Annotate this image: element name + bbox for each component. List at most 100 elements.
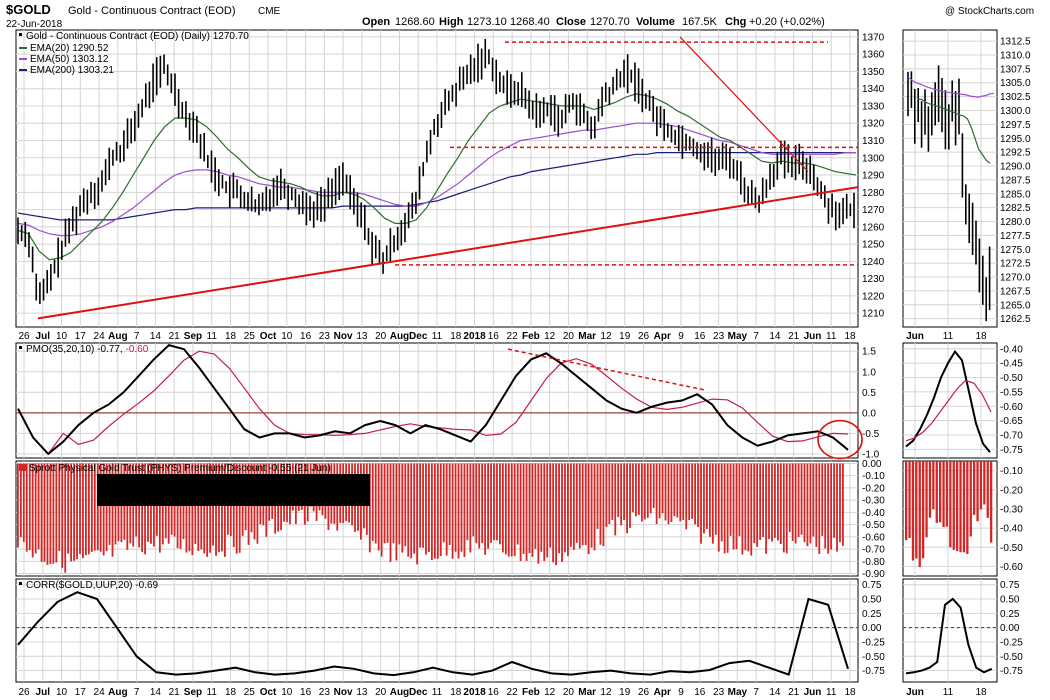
phys-histogram-bar [392, 463, 395, 544]
price-side-ytick-label: 1267.5 [1000, 286, 1031, 297]
phys-histogram-bar [818, 463, 821, 554]
price-side-ytick-label: 1270.0 [1000, 273, 1031, 284]
side-phys-histogram-bar [922, 461, 925, 559]
phys-histogram-bar [679, 463, 682, 522]
phys-ytick-label: -0.80 [862, 557, 885, 568]
phys-histogram-bar [626, 463, 628, 534]
phys-histogram-bar [791, 463, 794, 541]
x-tick-label: Aug [390, 331, 409, 342]
chart-marks [16, 36, 997, 677]
phys-histogram-bar [52, 463, 55, 564]
x-tick-label-bottom: 26 [638, 687, 650, 698]
phys-histogram-bar [528, 463, 531, 554]
price-panel-title: Gold - Continuous Contract (EOD) (Daily)… [26, 31, 249, 42]
x-tick-label-bottom: Jun [804, 687, 822, 698]
phys-histogram-bar [472, 463, 475, 537]
phys-histogram-bar [368, 463, 371, 553]
phys-histogram-bar [85, 463, 87, 556]
phys-ytick-label: -0.70 [862, 545, 885, 556]
phys-histogram-bar [771, 463, 773, 542]
corr-ytick-label: 0.75 [862, 580, 882, 591]
phys-histogram-bar [496, 463, 498, 541]
phys-histogram-bar [629, 463, 631, 528]
x-tick-label-bottom: Feb [522, 687, 540, 698]
price-side-ytick-label: 1305.0 [1000, 78, 1031, 89]
phys-histogram-bar [522, 463, 525, 554]
phys-histogram-bar [842, 463, 844, 546]
x-tick-label-bottom: Sep [184, 687, 202, 698]
phys-histogram-bar [58, 463, 61, 551]
phys-histogram-bar [493, 463, 495, 541]
phys-histogram-bar [55, 463, 58, 563]
phys-histogram-bar [507, 463, 510, 557]
phys-histogram-bar [643, 463, 646, 520]
x-tick-label: 11 [826, 331, 837, 342]
phys-histogram-bar [188, 463, 191, 552]
phys-histogram-bar [389, 463, 392, 563]
phys-histogram-bar [395, 463, 398, 561]
open-value: 1268.60 [395, 16, 435, 28]
phys-histogram-bar [717, 463, 720, 552]
phys-histogram-bar [380, 463, 383, 557]
x-tick-label-bottom: Aug [390, 687, 409, 698]
phys-histogram-bar [46, 463, 49, 565]
phys-histogram-bar [774, 463, 776, 538]
pmo-side-ytick-label: -0.60 [1000, 402, 1023, 413]
side-phys-histogram-bar [911, 461, 915, 561]
side-phys-histogram-bar [986, 461, 989, 518]
x-tick-label-bottom: Nov [334, 687, 353, 698]
x-tick-label-bottom: 25 [244, 687, 256, 698]
phys-histogram-bar [407, 463, 410, 557]
phys-histogram-bar [555, 463, 557, 566]
x-tick-label: 14 [150, 331, 162, 342]
annotation-line-1: The premium/discount of closed-end fund … [102, 478, 354, 490]
phys-histogram-bar [215, 463, 217, 556]
phys-histogram-bar [475, 463, 478, 544]
x-tick-label: 20 [563, 331, 575, 342]
side-ema20-line [918, 98, 991, 164]
side-phys-histogram-bar [932, 461, 935, 510]
phys-histogram-bar [79, 463, 81, 554]
phys-histogram-bar [451, 463, 454, 559]
phys-ytick-label: -0.40 [862, 508, 885, 519]
phys-histogram-bar [797, 463, 800, 537]
corr-side-ytick-label: 0.75 [1000, 580, 1020, 591]
phys-histogram-bar [729, 463, 732, 536]
x-tick-label-bottom: 9 [678, 687, 684, 698]
phys-histogram-bar [596, 463, 599, 529]
pmo-side-ytick-label: -0.75 [1000, 445, 1023, 456]
phys-histogram-bar [436, 463, 439, 559]
phys-histogram-bar [463, 463, 466, 557]
phys-histogram-bar [28, 463, 31, 551]
side-ema50-line [907, 76, 994, 98]
phys-histogram-bar [794, 463, 797, 544]
x-tick-label: Nov [334, 331, 353, 342]
side-phys-histogram-bar [942, 461, 945, 527]
x-tick-label: 13 [356, 331, 368, 342]
high-label: High [439, 16, 464, 28]
phys-histogram-bar [638, 463, 640, 515]
corr-ytick-label: 0.25 [862, 609, 882, 620]
pmo-ytick-label: -1.0 [862, 449, 880, 460]
x-tick-label: Mar [578, 331, 596, 342]
phys-histogram-bar [457, 463, 460, 559]
x-tick-label-bottom: 18 [844, 687, 856, 698]
x-tick-label-bottom: 21 [788, 687, 800, 698]
instrument-name: Gold - Continuous Contract (EOD) [68, 5, 236, 17]
phys-histogram-bar [776, 463, 779, 541]
annotation-box [97, 474, 370, 506]
phys-histogram-bar [691, 463, 694, 519]
phys-histogram-bar [64, 463, 67, 573]
phys-histogram-bar [599, 463, 602, 545]
price-ytick-label: 1350 [862, 67, 885, 78]
phys-histogram-bar [676, 463, 679, 518]
phys-histogram-bar [765, 463, 767, 554]
phys-histogram-bar [439, 463, 442, 556]
phys-histogram-bar [203, 463, 206, 554]
phys-histogram-bar [750, 463, 753, 556]
phys-side-ytick-label: -0.20 [1000, 485, 1023, 496]
price-side-ytick-label: 1295.0 [1000, 134, 1031, 145]
corr-legend-swatch [19, 582, 22, 585]
phys-histogram-bar [481, 463, 484, 544]
phys-histogram-bar [235, 463, 238, 554]
